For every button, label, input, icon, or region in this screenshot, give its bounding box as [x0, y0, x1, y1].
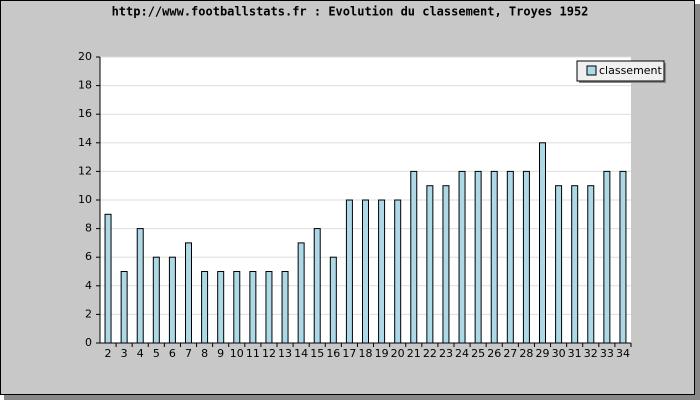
x-tick-label: 18 [359, 347, 373, 360]
x-tick-label: 15 [310, 347, 324, 360]
x-tick-label: 11 [246, 347, 260, 360]
x-tick-label: 19 [375, 347, 389, 360]
legend-label: classement [599, 64, 663, 77]
legend-box [576, 60, 665, 82]
x-tick-label: 10 [230, 347, 244, 360]
bar [168, 256, 176, 344]
bar [490, 170, 498, 344]
bar [619, 170, 627, 344]
y-tick-label: 18 [78, 79, 92, 92]
bar [603, 170, 611, 344]
bar [152, 256, 160, 344]
bar [539, 142, 546, 344]
x-tick-label: 23 [439, 347, 453, 360]
bar [362, 199, 369, 344]
bar [136, 228, 144, 344]
bar [313, 228, 321, 344]
x-tick-label: 34 [616, 347, 630, 360]
x-tick-label: 13 [278, 347, 292, 360]
y-tick-label: 2 [85, 307, 92, 320]
y-tick-label: 20 [78, 50, 92, 63]
x-tick-label: 33 [600, 347, 614, 360]
bar [185, 242, 192, 344]
chart-title: http://www.footballstats.fr : Evolution … [112, 5, 589, 19]
bar [410, 170, 418, 344]
bar [522, 170, 530, 344]
bar [458, 170, 466, 344]
x-tick-label: 20 [391, 347, 405, 360]
x-tick-label: 31 [568, 347, 582, 360]
bar [506, 170, 514, 344]
y-tick-label: 8 [85, 222, 92, 235]
y-tick-label: 14 [78, 136, 92, 149]
x-tick-label: 9 [217, 347, 224, 360]
x-tick-label: 12 [262, 347, 276, 360]
bar [233, 271, 241, 344]
x-tick-label: 24 [455, 347, 469, 360]
bar [120, 271, 128, 344]
bar [265, 271, 273, 344]
x-tick-label: 5 [153, 347, 160, 360]
x-tick-label: 32 [584, 347, 598, 360]
x-tick-label: 6 [169, 347, 176, 360]
bar [394, 199, 402, 344]
bar [297, 242, 305, 344]
bar [104, 213, 112, 344]
bar [249, 271, 257, 344]
bar [217, 271, 225, 344]
bar [201, 271, 209, 344]
x-tick-label: 17 [342, 347, 356, 360]
bar [378, 199, 386, 344]
x-tick-label: 21 [407, 347, 421, 360]
bar [281, 271, 289, 344]
x-tick-label: 16 [326, 347, 340, 360]
x-tick-label: 25 [471, 347, 485, 360]
bar [329, 256, 337, 344]
bar [555, 185, 563, 344]
bar [426, 185, 434, 344]
x-tick-label: 4 [137, 347, 144, 360]
bar [442, 185, 450, 344]
y-tick-label: 10 [78, 193, 92, 206]
y-tick-label: 12 [78, 164, 92, 177]
x-tick-label: 7 [185, 347, 192, 360]
y-tick-label: 6 [85, 250, 92, 263]
x-tick-label: 26 [487, 347, 501, 360]
bar [345, 199, 353, 344]
x-tick-label: 14 [294, 347, 308, 360]
x-tick-label: 29 [536, 347, 550, 360]
y-tick-label: 0 [85, 336, 92, 349]
x-tick-label: 28 [519, 347, 533, 360]
x-tick-label: 30 [552, 347, 566, 360]
bar [571, 185, 579, 344]
x-tick-label: 27 [503, 347, 517, 360]
y-tick-label: 16 [78, 107, 92, 120]
bar [474, 170, 482, 344]
x-tick-label: 2 [105, 347, 112, 360]
bar [587, 185, 595, 344]
x-tick-label: 8 [201, 347, 208, 360]
legend-swatch [586, 65, 597, 76]
x-tick-label: 22 [423, 347, 437, 360]
y-tick-label: 4 [85, 279, 92, 292]
x-tick-label: 3 [121, 347, 128, 360]
